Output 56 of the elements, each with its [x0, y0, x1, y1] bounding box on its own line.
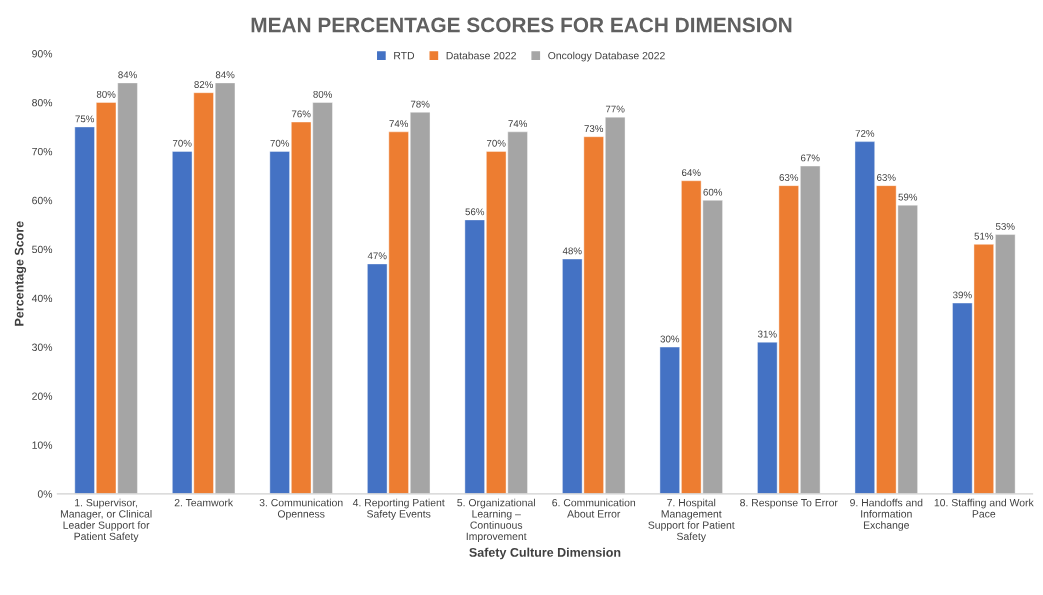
x-tick-label: 2. Teamwork	[174, 498, 234, 507]
x-tick-label: 3. Communication Openness	[259, 498, 343, 520]
x-tick-label: 8. Response To Error	[740, 498, 838, 509]
data-label: 84%	[118, 71, 137, 79]
data-label: 75%	[75, 115, 95, 123]
data-label: 70%	[270, 139, 290, 147]
chart-title: MEAN PERCENTAGE SCORES FOR EACH DIMENSION	[251, 17, 792, 33]
data-label: 64%	[682, 169, 701, 177]
x-tick-label: 9. Handoffs and Information Exchange	[850, 498, 923, 531]
y-axis-title: Percentage Score	[14, 221, 27, 326]
data-label: 30%	[660, 335, 680, 343]
y-tick-label: 60%	[32, 196, 53, 205]
data-label: 31%	[757, 330, 777, 338]
x-tick-label: 1. Supervisor, Manager, or Clinical Leader Support for Patient Safety	[60, 498, 152, 543]
data-label: 53%	[995, 222, 1015, 230]
x-tick-label: 6. Communication About Error	[552, 498, 636, 518]
data-label: 76%	[291, 110, 311, 118]
data-label: 63%	[779, 174, 799, 181]
data-label: 74%	[508, 120, 528, 128]
data-label: 47%	[367, 252, 387, 260]
x-tick-label: 4. Reporting Patient Safety Events	[352, 498, 445, 520]
legend-label: Database 2022	[446, 51, 516, 60]
data-label: 51%	[974, 232, 994, 240]
data-label: 82%	[194, 81, 214, 88]
data-label: 78%	[410, 100, 430, 108]
legend-label: RTD	[394, 52, 415, 60]
data-label: 48%	[562, 247, 582, 255]
y-tick-label: 40%	[31, 294, 53, 303]
x-tick-label: 5. Organizational Learning – Continuous Improvement	[457, 498, 535, 543]
data-label: 59%	[898, 193, 918, 201]
y-tick-label: 30%	[32, 343, 53, 351]
data-label: 72%	[855, 130, 875, 137]
data-label: 77%	[605, 105, 625, 113]
y-tick-label: 50%	[32, 245, 53, 254]
y-tick-label: 80%	[32, 98, 53, 107]
data-label: 80%	[313, 90, 332, 98]
data-label: 67%	[800, 154, 820, 162]
y-tick-label: 10%	[32, 441, 53, 449]
data-label: 80%	[96, 90, 116, 98]
data-label: 56%	[465, 208, 485, 216]
y-tick-label: 70%	[32, 147, 53, 156]
data-label: 39%	[953, 291, 972, 299]
data-label: 73%	[584, 125, 604, 133]
y-tick-label: 90%	[32, 50, 53, 58]
data-label: 60%	[703, 188, 723, 196]
data-label: 70%	[172, 139, 192, 147]
y-tick-label: 0%	[37, 490, 53, 498]
data-label: 74%	[389, 120, 409, 128]
data-label: 84%	[215, 71, 235, 79]
x-axis-title: Safety Culture Dimension	[469, 547, 621, 560]
x-tick-label: 10. Staffing and Work Pace	[934, 498, 1034, 518]
legend-label: Oncology Database 2022	[548, 51, 665, 62]
data-label: 63%	[877, 174, 896, 181]
y-tick-label: 20%	[32, 392, 53, 400]
data-label: 70%	[486, 139, 506, 147]
x-tick-label: 7. Hospital Management Support for Patient Safety	[648, 498, 735, 543]
